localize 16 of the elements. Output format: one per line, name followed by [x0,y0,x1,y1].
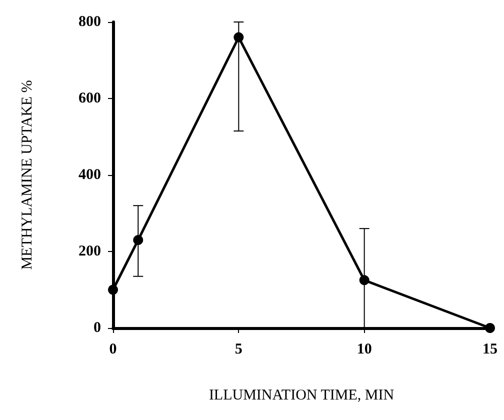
y-tick-label: 200 [78,244,101,260]
point [108,284,118,295]
x-tick-label: 5 [234,342,242,358]
point [359,275,370,286]
point [234,32,244,42]
y-tick-label: 800 [78,14,101,30]
point [485,323,495,333]
x-tick-label: 10 [356,342,372,358]
y-tick-label: 600 [78,90,101,106]
x-axis-title: ILLUMINATION TIME, MIN [208,388,394,404]
x-tick-label: 15 [482,342,498,358]
y-tick-label: 0 [94,320,101,336]
x-tick-label: 0 [109,342,117,358]
y-tick-label: 400 [78,167,101,183]
point [133,235,144,246]
y-axis-title: METHYLAMINE UPTAKE % [20,80,36,270]
